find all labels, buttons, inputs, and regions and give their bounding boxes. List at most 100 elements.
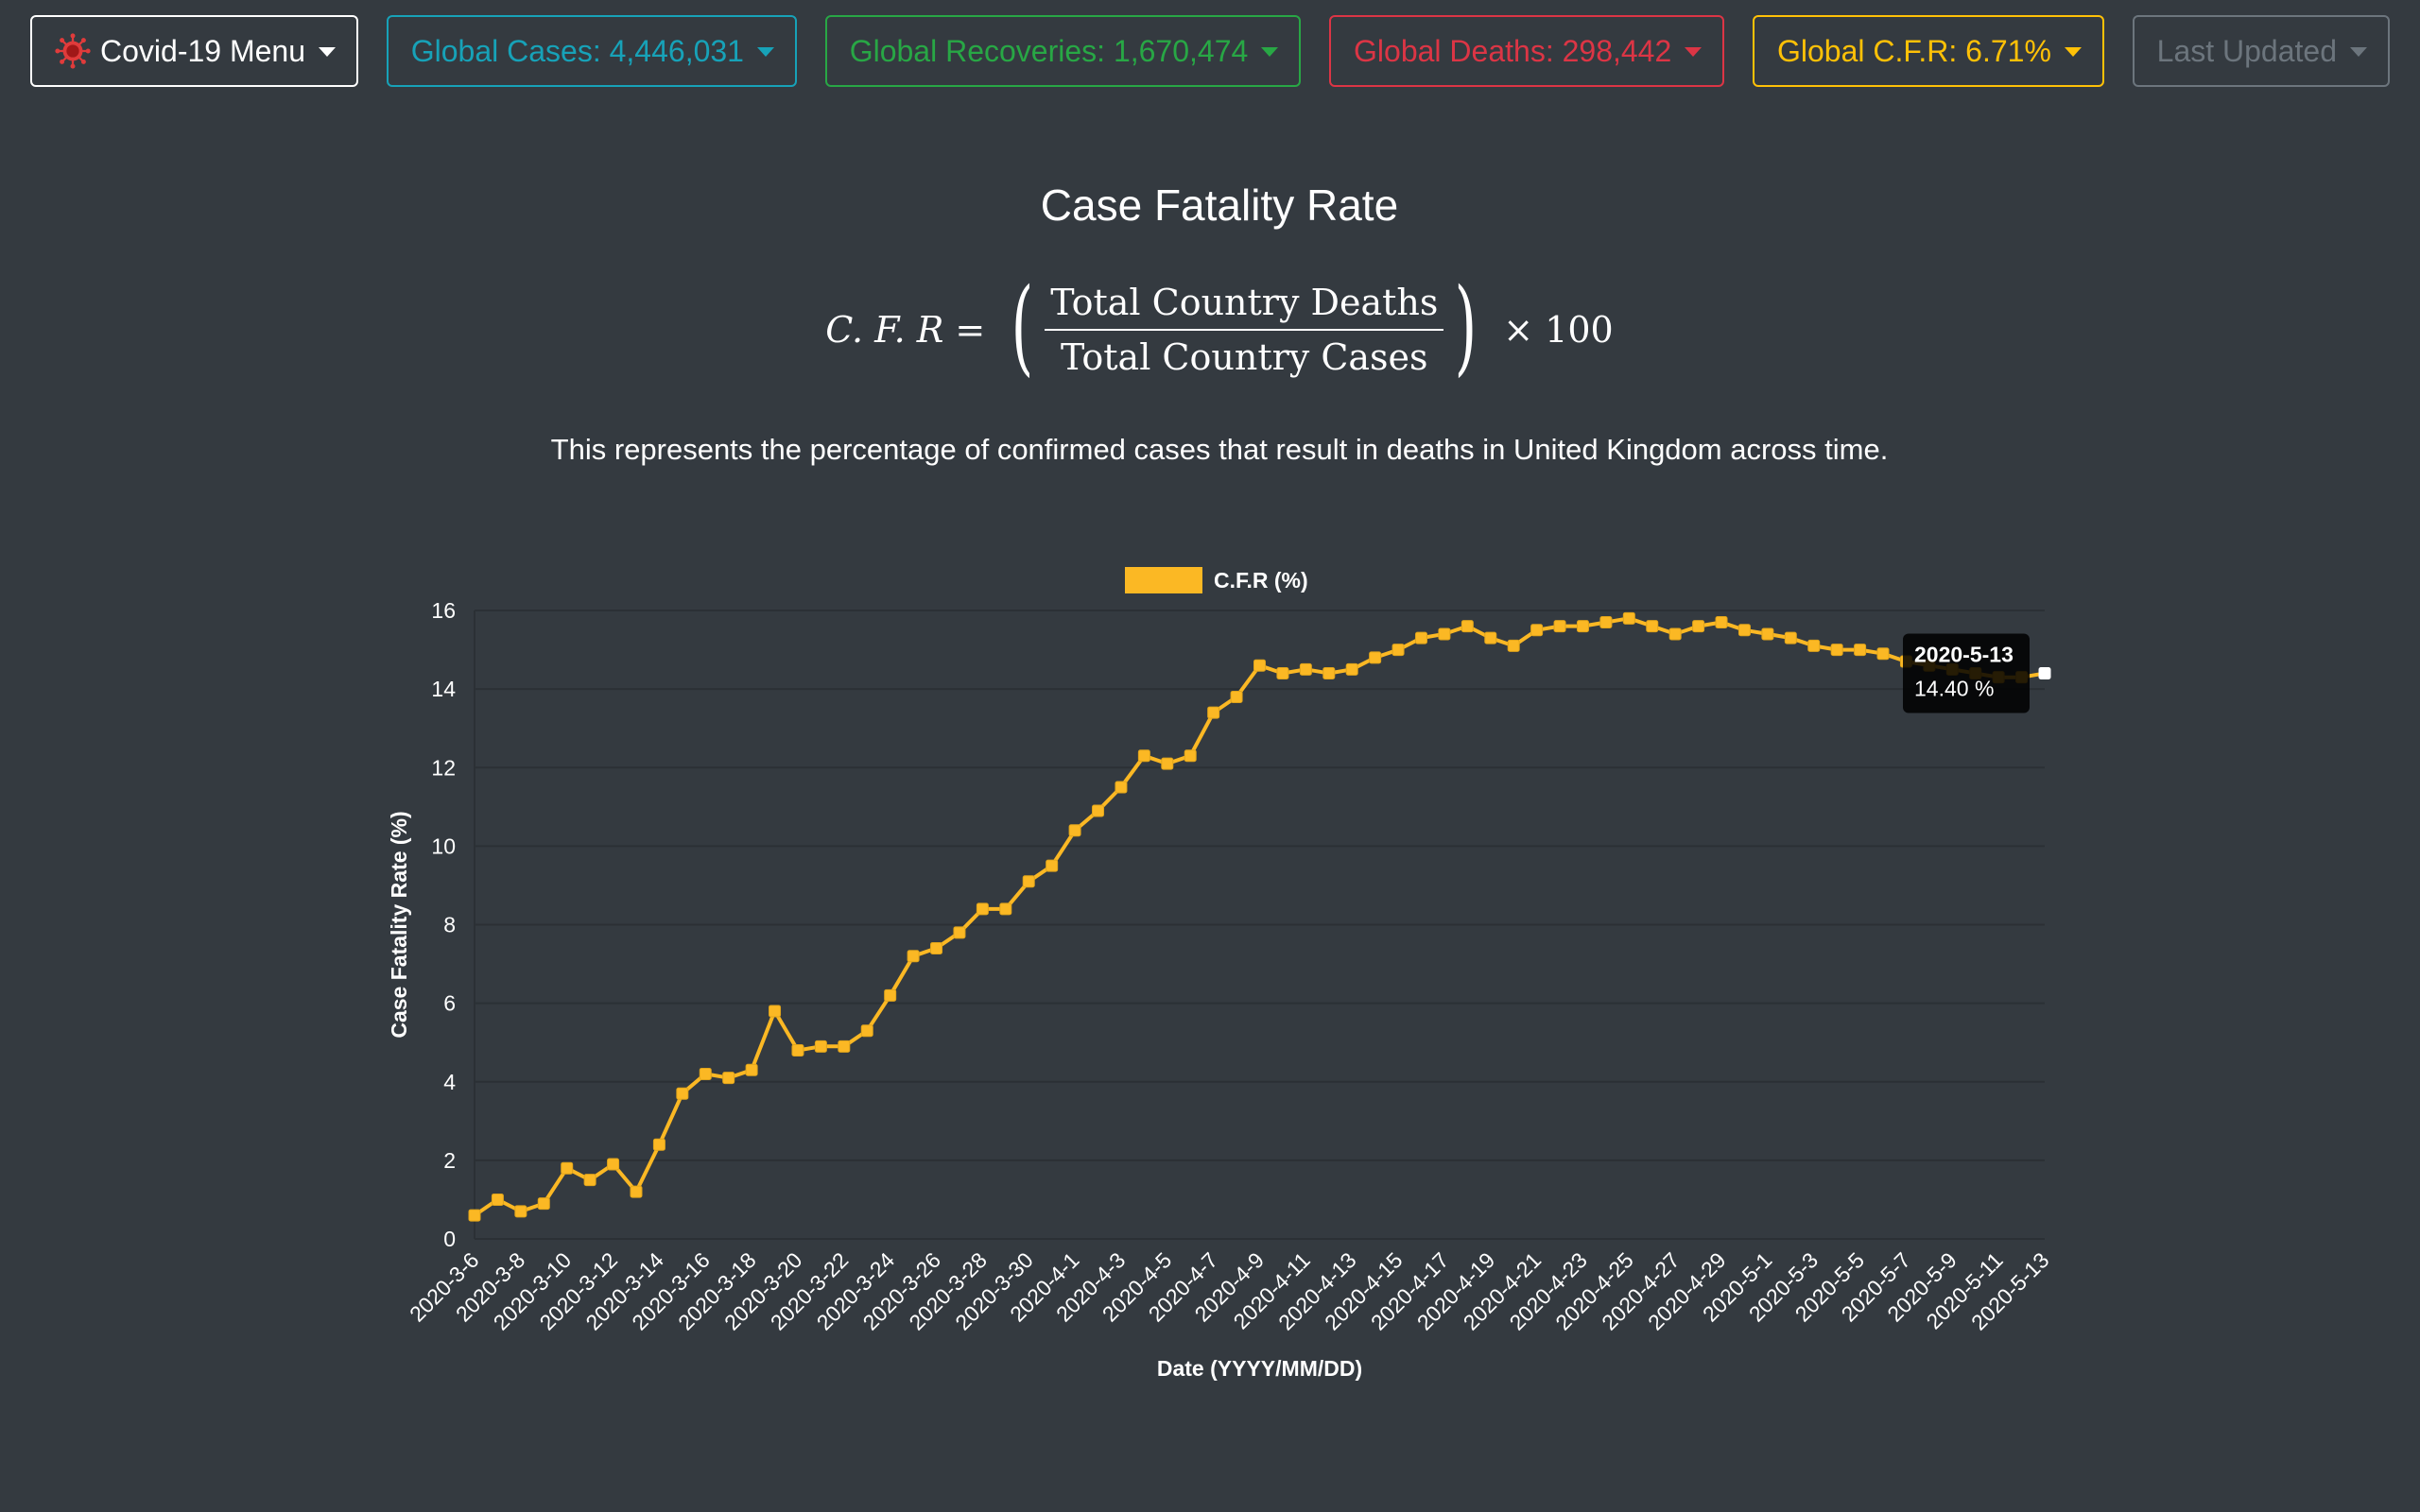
data-point[interactable] bbox=[1761, 627, 1774, 641]
chevron-down-icon bbox=[319, 47, 336, 57]
data-point[interactable] bbox=[1068, 824, 1081, 837]
data-point[interactable] bbox=[607, 1158, 620, 1171]
chart-description: This represents the percentage of confir… bbox=[550, 433, 1889, 466]
covid-menu-dropdown[interactable]: Covid-19 Menu bbox=[30, 15, 358, 87]
data-point[interactable] bbox=[930, 941, 943, 954]
data-point[interactable] bbox=[561, 1161, 574, 1175]
data-point[interactable] bbox=[1854, 644, 1867, 657]
data-point[interactable] bbox=[1161, 757, 1174, 770]
data-point[interactable] bbox=[1438, 627, 1451, 641]
global-cfr-dropdown[interactable]: Global C.F.R: 6.71% bbox=[1753, 15, 2104, 87]
data-point[interactable] bbox=[791, 1044, 804, 1057]
y-axis-title: Case Fatality Rate (%) bbox=[387, 811, 411, 1038]
chevron-down-icon bbox=[1261, 47, 1279, 57]
data-point[interactable] bbox=[838, 1040, 851, 1053]
y-tick-label: 8 bbox=[443, 913, 456, 937]
data-point[interactable] bbox=[860, 1024, 873, 1038]
data-point[interactable] bbox=[1022, 875, 1035, 888]
data-point[interactable] bbox=[1484, 631, 1497, 644]
formula-rhs: × 100 bbox=[1503, 309, 1614, 351]
data-point[interactable] bbox=[1807, 639, 1821, 652]
x-axis-title: Date (YYYY/MM/DD) bbox=[1157, 1356, 1362, 1381]
data-point[interactable] bbox=[699, 1067, 712, 1080]
global-cases-label: Global Cases: 4,446,031 bbox=[410, 33, 744, 68]
global-recoveries-dropdown[interactable]: Global Recoveries: 1,670,474 bbox=[824, 15, 1302, 87]
chevron-down-icon bbox=[756, 47, 774, 57]
data-point[interactable] bbox=[2038, 667, 2051, 679]
y-tick-label: 12 bbox=[431, 755, 456, 780]
data-point[interactable] bbox=[814, 1040, 827, 1053]
data-point[interactable] bbox=[491, 1193, 504, 1206]
y-tick-label: 14 bbox=[431, 677, 456, 701]
page-title: Case Fatality Rate bbox=[1040, 180, 1399, 230]
data-point[interactable] bbox=[514, 1205, 527, 1218]
chevron-down-icon bbox=[1685, 47, 1703, 57]
data-point[interactable] bbox=[1369, 651, 1382, 664]
tooltip-value: 14.40 % bbox=[1914, 677, 1994, 701]
right-paren: ) bbox=[1455, 266, 1478, 387]
legend-label: C.F.R (%) bbox=[1214, 568, 1308, 593]
data-point[interactable] bbox=[1553, 620, 1566, 633]
data-point[interactable] bbox=[976, 902, 989, 916]
data-point[interactable] bbox=[999, 902, 1012, 916]
data-point[interactable] bbox=[1646, 620, 1659, 633]
data-point[interactable] bbox=[745, 1063, 758, 1076]
chevron-down-icon bbox=[2064, 47, 2082, 57]
y-tick-label: 16 bbox=[431, 598, 456, 623]
data-point[interactable] bbox=[1276, 667, 1289, 679]
global-cases-dropdown[interactable]: Global Cases: 4,446,031 bbox=[386, 15, 797, 87]
data-point[interactable] bbox=[907, 950, 920, 963]
data-point[interactable] bbox=[537, 1197, 550, 1211]
data-point[interactable] bbox=[1507, 639, 1520, 652]
legend-swatch bbox=[1125, 567, 1202, 593]
data-point[interactable] bbox=[1830, 644, 1843, 657]
data-point[interactable] bbox=[468, 1209, 481, 1222]
global-deaths-dropdown[interactable]: Global Deaths: 298,442 bbox=[1329, 15, 1725, 87]
data-point[interactable] bbox=[1184, 749, 1197, 763]
last-updated-label: Last Updated bbox=[2156, 33, 2337, 68]
y-tick-label: 6 bbox=[443, 991, 456, 1016]
data-point[interactable] bbox=[1046, 859, 1059, 872]
y-tick-label: 10 bbox=[431, 833, 456, 858]
data-point[interactable] bbox=[1414, 631, 1427, 644]
global-recoveries-label: Global Recoveries: 1,670,474 bbox=[849, 33, 1249, 68]
data-point[interactable] bbox=[1253, 659, 1266, 672]
y-tick-label: 2 bbox=[443, 1148, 456, 1173]
data-point[interactable] bbox=[1622, 611, 1635, 625]
data-point[interactable] bbox=[1092, 804, 1105, 817]
data-point[interactable] bbox=[1876, 647, 1890, 661]
data-point[interactable] bbox=[1137, 749, 1150, 763]
covid-menu-label: Covid-19 Menu bbox=[100, 33, 305, 68]
data-point[interactable] bbox=[1530, 624, 1544, 637]
data-point[interactable] bbox=[1576, 620, 1589, 633]
data-point[interactable] bbox=[1715, 615, 1728, 628]
data-point[interactable] bbox=[676, 1087, 689, 1100]
data-point[interactable] bbox=[722, 1072, 735, 1085]
data-point[interactable] bbox=[769, 1005, 782, 1018]
data-point[interactable] bbox=[583, 1174, 596, 1187]
top-toolbar: Covid-19 Menu Global Cases: 4,446,031 Gl… bbox=[30, 15, 2390, 87]
data-point[interactable] bbox=[1299, 662, 1312, 676]
data-point[interactable] bbox=[652, 1138, 666, 1151]
tooltip-box bbox=[1903, 633, 2030, 713]
data-point[interactable] bbox=[1207, 706, 1220, 719]
data-point[interactable] bbox=[1322, 667, 1336, 679]
data-point[interactable] bbox=[1115, 781, 1128, 794]
data-point[interactable] bbox=[1737, 624, 1751, 637]
data-point[interactable] bbox=[1461, 620, 1474, 633]
data-point[interactable] bbox=[1345, 662, 1358, 676]
data-point[interactable] bbox=[1668, 627, 1682, 641]
last-updated-dropdown[interactable]: Last Updated bbox=[2132, 15, 2390, 87]
formula-fraction: Total Country Deaths Total Country Cases bbox=[1045, 282, 1444, 378]
chevron-down-icon bbox=[2350, 47, 2367, 57]
data-point[interactable] bbox=[1692, 620, 1705, 633]
data-point[interactable] bbox=[1392, 644, 1405, 657]
data-point[interactable] bbox=[630, 1185, 643, 1198]
data-point[interactable] bbox=[1784, 631, 1797, 644]
data-point[interactable] bbox=[1599, 615, 1613, 628]
data-point[interactable] bbox=[953, 926, 966, 939]
y-tick-label: 0 bbox=[443, 1227, 456, 1251]
data-point[interactable] bbox=[1230, 690, 1243, 703]
data-point[interactable] bbox=[884, 988, 897, 1002]
